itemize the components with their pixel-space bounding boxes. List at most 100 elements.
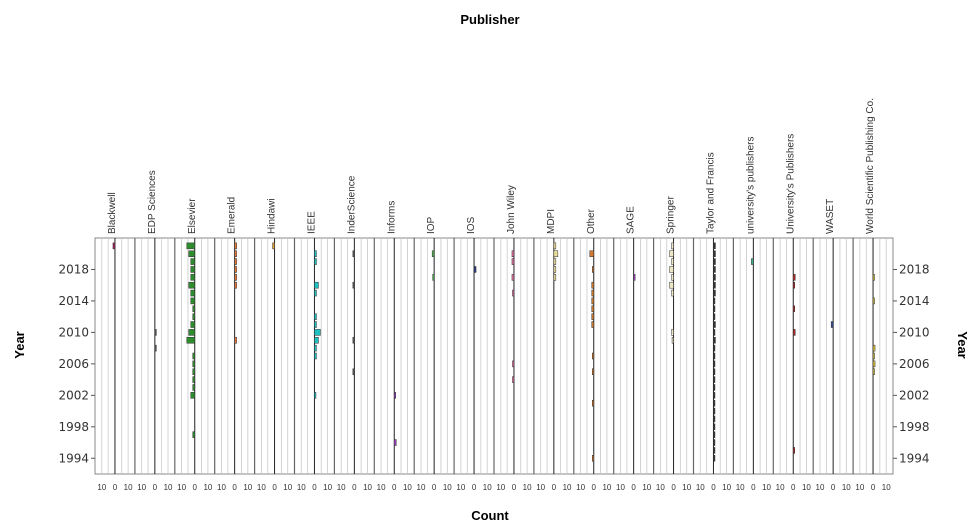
bar-elsevier-2019 (190, 258, 195, 265)
bar-world-scientific-publishing-co-2007 (872, 352, 875, 360)
bar-iop-2017 (432, 274, 435, 281)
bar-inderscience-2009 (352, 337, 355, 344)
bar-elsevier-2003 (192, 384, 196, 391)
bar-ieee-2019 (314, 258, 317, 265)
x-tick-label: 10 (243, 483, 252, 492)
bar-elsevier-2006 (192, 360, 196, 368)
x-tick-label: 10 (776, 483, 785, 492)
x-tick-label: 10 (736, 483, 745, 492)
y-tick-label-right: 2006 (899, 357, 930, 371)
bar-taylor-and-francis-1998 (713, 423, 716, 431)
y-tick-label-right: 1994 (899, 451, 930, 465)
bar-other-2016 (591, 281, 595, 289)
bar-other-2005 (592, 368, 594, 375)
bar-world-scientific-publishing-co-2006 (872, 360, 876, 368)
x-tick-label: 0 (312, 483, 317, 492)
bar-university-s-publishers-1995 (793, 447, 795, 454)
bar-ios-2018 (473, 266, 477, 273)
bar-other-2018 (592, 266, 594, 273)
x-tick-label: 10 (177, 483, 186, 492)
x-tick-label: 10 (137, 483, 146, 492)
x-tick-label: 10 (456, 483, 465, 492)
x-tick-label: 0 (791, 483, 796, 492)
y-tick-label-right: 2002 (899, 388, 930, 402)
bar-taylor-and-francis-2001 (713, 399, 716, 407)
bar-university-s-publishers-2019 (751, 258, 754, 265)
bar-other-2020 (589, 250, 595, 257)
bar-ieee-2016 (314, 281, 319, 289)
bar-edp-sciences-2010 (154, 329, 157, 336)
panel-label-university-s-publishers: university's publishers (745, 136, 756, 234)
bar-john-wiley-2006 (512, 360, 515, 368)
bar-waset-2011 (830, 321, 834, 328)
bar-ieee-2020 (314, 250, 317, 257)
bar-springer-2019 (671, 258, 674, 265)
bar-taylor-and-francis-2013 (713, 305, 716, 313)
x-tick-label: 0 (512, 483, 517, 492)
bar-world-scientific-publishing-co-2014 (872, 297, 875, 305)
x-tick-label: 0 (232, 483, 237, 492)
x-tick-label: 10 (523, 483, 532, 492)
bar-iop-2020 (431, 250, 435, 257)
x-tick-label: 0 (631, 483, 636, 492)
bar-elsevier-2020 (188, 250, 195, 257)
x-tick-label: 10 (882, 483, 891, 492)
bar-taylor-and-francis-2007 (713, 352, 716, 360)
bar-mdpi-2018 (553, 266, 557, 273)
bar-university-s-publishers-2017 (793, 274, 796, 281)
bar-elsevier-2009 (186, 337, 196, 344)
bar-university-s-publishers-2016 (793, 281, 795, 289)
bar-elsevier-2014 (190, 297, 195, 305)
bar-taylor-and-francis-2018 (713, 266, 716, 273)
bar-springer-2015 (671, 289, 674, 297)
panel-label-blackwell: Blackwell (107, 192, 118, 234)
bar-emerald-2009 (234, 337, 237, 344)
bar-emerald-2019 (234, 258, 237, 265)
x-tick-label: 10 (483, 483, 492, 492)
x-tick-label: 10 (217, 483, 226, 492)
x-tick-label: 0 (113, 483, 118, 492)
bar-mdpi-2020 (553, 250, 559, 257)
panel-label-iop: IOP (426, 216, 437, 234)
bar-other-2007 (592, 352, 594, 360)
x-tick-label: 10 (164, 483, 173, 492)
bar-other-2015 (591, 289, 595, 297)
bar-elsevier-2012 (192, 313, 196, 320)
x-tick-label: 10 (536, 483, 545, 492)
bar-elsevier-2004 (192, 376, 196, 383)
x-tick-label: 10 (203, 483, 212, 492)
y-tick-label-left: 2014 (58, 294, 89, 308)
bar-taylor-and-francis-1999 (713, 415, 716, 423)
bar-taylor-and-francis-2019 (713, 258, 716, 265)
x-tick-label: 10 (377, 483, 386, 492)
bar-hindawi-2021 (272, 242, 275, 250)
panel-label-john-wiley: John Wiley (506, 185, 517, 234)
bar-informs-2002 (394, 392, 396, 399)
x-tick-label: 10 (656, 483, 665, 492)
bar-taylor-and-francis-2006 (713, 360, 716, 368)
panel-label-edp-sciences: EDP Sciences (147, 170, 158, 234)
bar-springer-2017 (671, 274, 674, 281)
bar-taylor-and-francis-1995 (713, 447, 716, 454)
bar-emerald-2017 (234, 274, 237, 281)
x-tick-label: 10 (696, 483, 705, 492)
panel-label-hindawi: Hindawi (267, 198, 278, 234)
bar-taylor-and-francis-2016 (713, 281, 716, 289)
bar-taylor-and-francis-2012 (713, 313, 716, 320)
y-tick-label-right: 2018 (899, 262, 930, 276)
bar-taylor-and-francis-2009 (713, 337, 716, 344)
bar-university-s-publishers-2010 (793, 329, 796, 336)
bar-emerald-2016 (234, 281, 237, 289)
bar-springer-2010 (671, 329, 674, 336)
bar-ieee-2011 (314, 321, 317, 328)
bar-elsevier-1997 (192, 431, 196, 438)
bar-elsevier-2007 (192, 352, 196, 360)
x-tick-label: 10 (97, 483, 106, 492)
x-tick-label: 0 (193, 483, 198, 492)
bar-other-2011 (591, 321, 595, 328)
bar-elsevier-2002 (190, 392, 195, 399)
x-tick-label: 10 (642, 483, 651, 492)
bar-elsevier-2018 (190, 266, 195, 273)
x-tick-label: 10 (816, 483, 825, 492)
